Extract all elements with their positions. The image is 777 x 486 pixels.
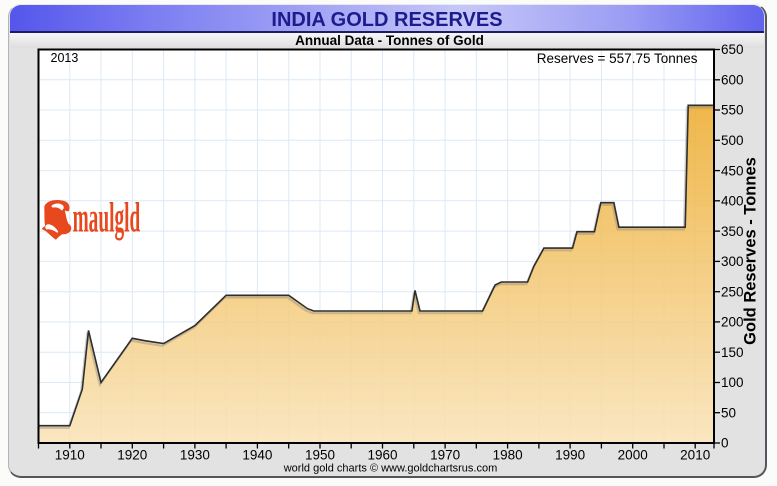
svg-text:650: 650 [721,42,744,57]
svg-text:450: 450 [721,163,744,178]
svg-text:200: 200 [721,315,744,330]
svg-text:400: 400 [721,194,744,209]
svg-text:350: 350 [721,224,744,239]
svg-text:250: 250 [721,284,744,299]
svg-text:100: 100 [721,375,744,390]
svg-text:INDIA GOLD RESERVES: INDIA GOLD RESERVES [271,9,502,31]
svg-text:1990: 1990 [555,448,585,463]
svg-text:300: 300 [721,254,744,269]
svg-text:550: 550 [721,103,744,118]
svg-text:1920: 1920 [117,448,147,463]
svg-text:1960: 1960 [367,448,397,463]
svg-text:Annual Data - Tonnes of Gold: Annual Data - Tonnes of Gold [295,33,484,48]
svg-text:maulgld: maulgld [73,196,141,242]
svg-text:1950: 1950 [305,448,335,463]
svg-text:2013: 2013 [51,51,79,65]
svg-text:600: 600 [721,73,744,88]
svg-text:world gold charts © www.goldch: world gold charts © www.goldchartsrus.co… [283,463,498,475]
svg-text:0: 0 [721,436,729,451]
svg-text:Reserves = 557.75 Tonnes: Reserves = 557.75 Tonnes [537,51,698,66]
svg-text:2010: 2010 [680,448,710,463]
svg-text:500: 500 [721,133,744,148]
svg-text:1980: 1980 [493,448,523,463]
svg-text:1970: 1970 [430,448,460,463]
svg-text:2000: 2000 [618,448,648,463]
svg-text:50: 50 [721,405,736,420]
svg-text:1940: 1940 [242,448,272,463]
svg-text:150: 150 [721,345,744,360]
svg-text:1910: 1910 [55,448,85,463]
svg-text:1930: 1930 [180,448,210,463]
svg-text:Gold Reserves - Tonnes: Gold Reserves - Tonnes [742,157,760,345]
